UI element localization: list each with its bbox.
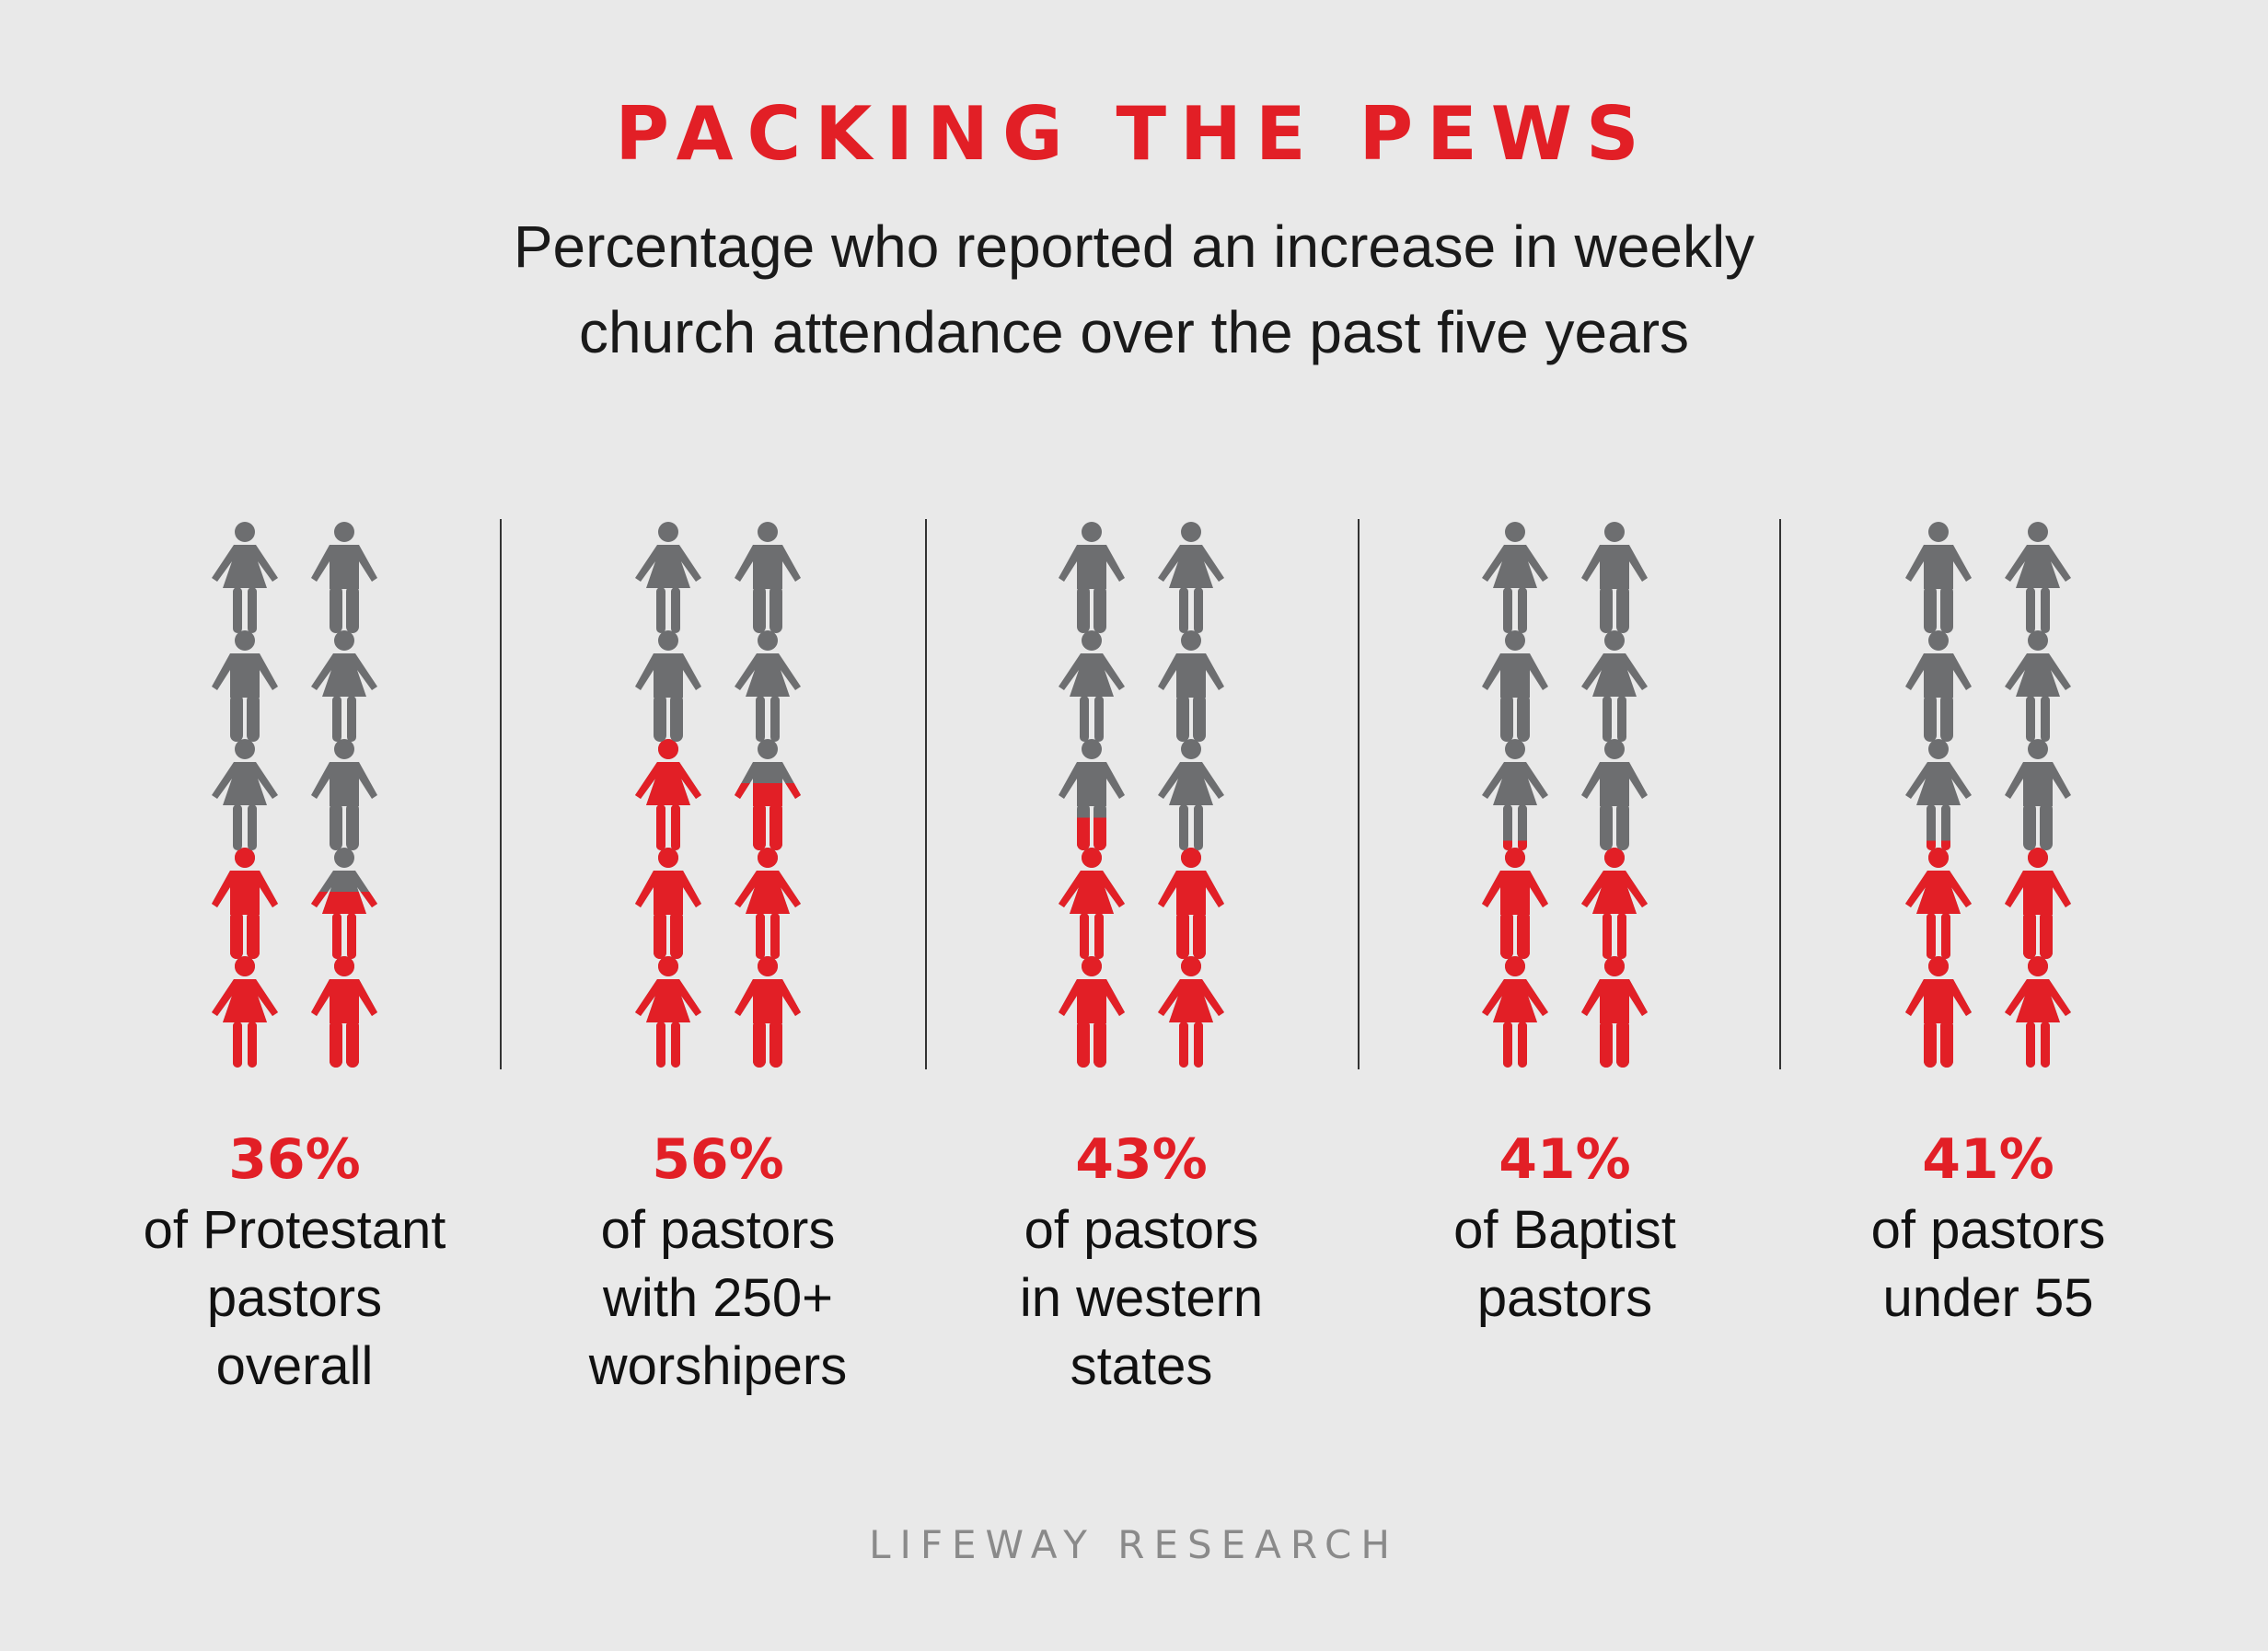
female-figure-icon	[212, 739, 278, 850]
male-figure-icon	[1482, 630, 1548, 742]
male-figure-icon	[311, 739, 377, 850]
column-description-line: of pastors	[600, 1200, 836, 1260]
column-value: 43%	[1075, 1127, 1208, 1192]
female-figure-icon	[311, 848, 377, 959]
column-label: 41% of Baptist pastors	[1362, 1123, 1767, 1333]
male-figure-icon	[1581, 739, 1648, 850]
male-figure-icon	[1158, 630, 1224, 742]
male-figure-icon	[311, 522, 377, 633]
female-figure-icon	[1482, 956, 1548, 1068]
column-description-line: under 55	[1882, 1268, 2094, 1328]
column-description-line: in western	[1019, 1268, 1264, 1328]
male-figure-icon	[1059, 522, 1125, 633]
column-description-line: of pastors	[1024, 1200, 1259, 1260]
male-figure-icon	[635, 630, 701, 742]
female-figure-icon	[212, 522, 278, 633]
column-value: 36%	[228, 1127, 361, 1192]
male-figure-icon	[1905, 956, 1972, 1068]
male-figure-icon	[1482, 848, 1548, 959]
male-figure-icon	[1581, 522, 1648, 633]
male-figure-icon	[1158, 848, 1224, 959]
male-figure-icon	[311, 956, 377, 1068]
subtitle-line-1: Percentage who reported an increase in w…	[513, 214, 1755, 280]
male-figure-icon	[1059, 956, 1125, 1068]
male-figure-icon	[2005, 848, 2071, 959]
column-description: of Protestant pastors overall	[92, 1196, 497, 1401]
male-figure-icon	[1581, 956, 1648, 1068]
male-figure-icon	[735, 522, 801, 633]
female-figure-icon	[2005, 956, 2071, 1068]
female-figure-icon	[635, 522, 701, 633]
male-figure-icon	[735, 739, 801, 850]
column-description-line: of Protestant	[143, 1200, 446, 1260]
column-label: 41% of pastors under 55	[1786, 1123, 2191, 1333]
female-figure-icon	[735, 630, 801, 742]
female-figure-icon	[635, 956, 701, 1068]
subtitle-line-2: church attendance over the past five yea…	[578, 299, 1690, 365]
female-figure-icon	[1158, 522, 1224, 633]
column-description-line: pastors	[206, 1268, 383, 1328]
male-figure-icon	[212, 848, 278, 959]
female-figure-icon	[735, 848, 801, 959]
column-label: 36% of Protestant pastors overall	[92, 1123, 497, 1401]
female-figure-icon	[1581, 848, 1648, 959]
female-figure-icon	[1158, 739, 1224, 850]
female-figure-icon	[2005, 522, 2071, 633]
male-figure-icon	[1905, 630, 1972, 742]
column-value: 41%	[1922, 1127, 2054, 1192]
figure-icons	[212, 522, 2071, 1068]
male-figure-icon	[2005, 739, 2071, 850]
column-description-line: of pastors	[1870, 1200, 2106, 1260]
male-figure-icon	[1059, 739, 1125, 850]
male-figure-icon	[635, 848, 701, 959]
page-subtitle: Percentage who reported an increase in w…	[0, 204, 2268, 375]
column-description-line: overall	[215, 1336, 374, 1396]
column-description: of pastors in western states	[939, 1196, 1344, 1401]
female-figure-icon	[635, 739, 701, 850]
female-figure-icon	[1905, 848, 1972, 959]
column-description: of pastors under 55	[1786, 1196, 2191, 1333]
female-figure-icon	[212, 956, 278, 1068]
male-figure-icon	[212, 630, 278, 742]
column-dividers	[500, 519, 1781, 1069]
female-figure-icon	[1905, 739, 1972, 850]
female-figure-icon	[1581, 630, 1648, 742]
column-value: 41%	[1498, 1127, 1631, 1192]
female-figure-icon	[311, 630, 377, 742]
female-figure-icon	[2005, 630, 2071, 742]
female-figure-icon	[1059, 848, 1125, 959]
column-description-line: with 250+	[603, 1268, 833, 1328]
column-description: of Baptist pastors	[1362, 1196, 1767, 1333]
column-description-line: worshipers	[588, 1336, 848, 1396]
column-description: of pastors with 250+ worshipers	[515, 1196, 920, 1401]
source-credit: LIFEWAY RESEARCH	[869, 1522, 1399, 1567]
column-description-line: pastors	[1476, 1268, 1653, 1328]
column-description-line: states	[1070, 1336, 1213, 1396]
male-figure-icon	[1905, 522, 1972, 633]
female-figure-icon	[1059, 630, 1125, 742]
male-figure-icon	[735, 956, 801, 1068]
column-value: 56%	[652, 1127, 784, 1192]
female-figure-icon	[1482, 739, 1548, 850]
column-label: 43% of pastors in western states	[939, 1123, 1344, 1401]
column-description-line: of Baptist	[1453, 1200, 1676, 1260]
page-title: PACKING THE PEWS	[615, 91, 1653, 177]
column-label: 56% of pastors with 250+ worshipers	[515, 1123, 920, 1401]
female-figure-icon	[1158, 956, 1224, 1068]
female-figure-icon	[1482, 522, 1548, 633]
